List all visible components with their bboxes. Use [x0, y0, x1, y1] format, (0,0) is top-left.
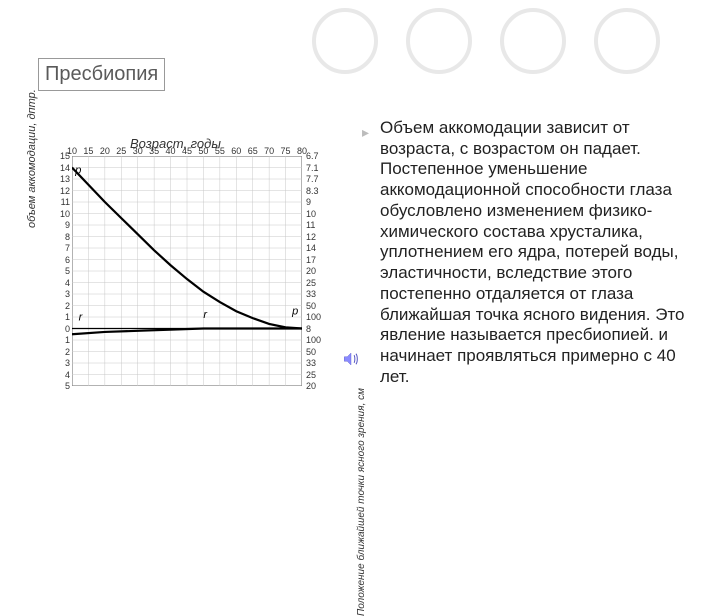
decorative-circles: [312, 8, 660, 74]
chart-y-right-label: Положение ближайшей точки ясного зрения,…: [356, 388, 367, 616]
svg-text:p: p: [74, 164, 81, 176]
bullet-icon: ▸: [362, 124, 369, 141]
page-title: Пресбиопия: [38, 58, 165, 91]
circle-icon: [312, 8, 378, 74]
circle-icon: [594, 8, 660, 74]
svg-text:p: p: [291, 306, 298, 318]
circle-icon: [406, 8, 472, 74]
chart-y-left-label: объем аккомодации, дптр.: [26, 89, 38, 228]
circle-icon: [500, 8, 566, 74]
audio-icon[interactable]: [342, 350, 360, 368]
chart-plot: pprr: [72, 156, 302, 386]
accommodation-chart: Возраст, годы объем аккомодации, дптр. П…: [30, 138, 350, 398]
body-paragraph: Объем аккомодации зависит от возраста, с…: [380, 118, 700, 388]
